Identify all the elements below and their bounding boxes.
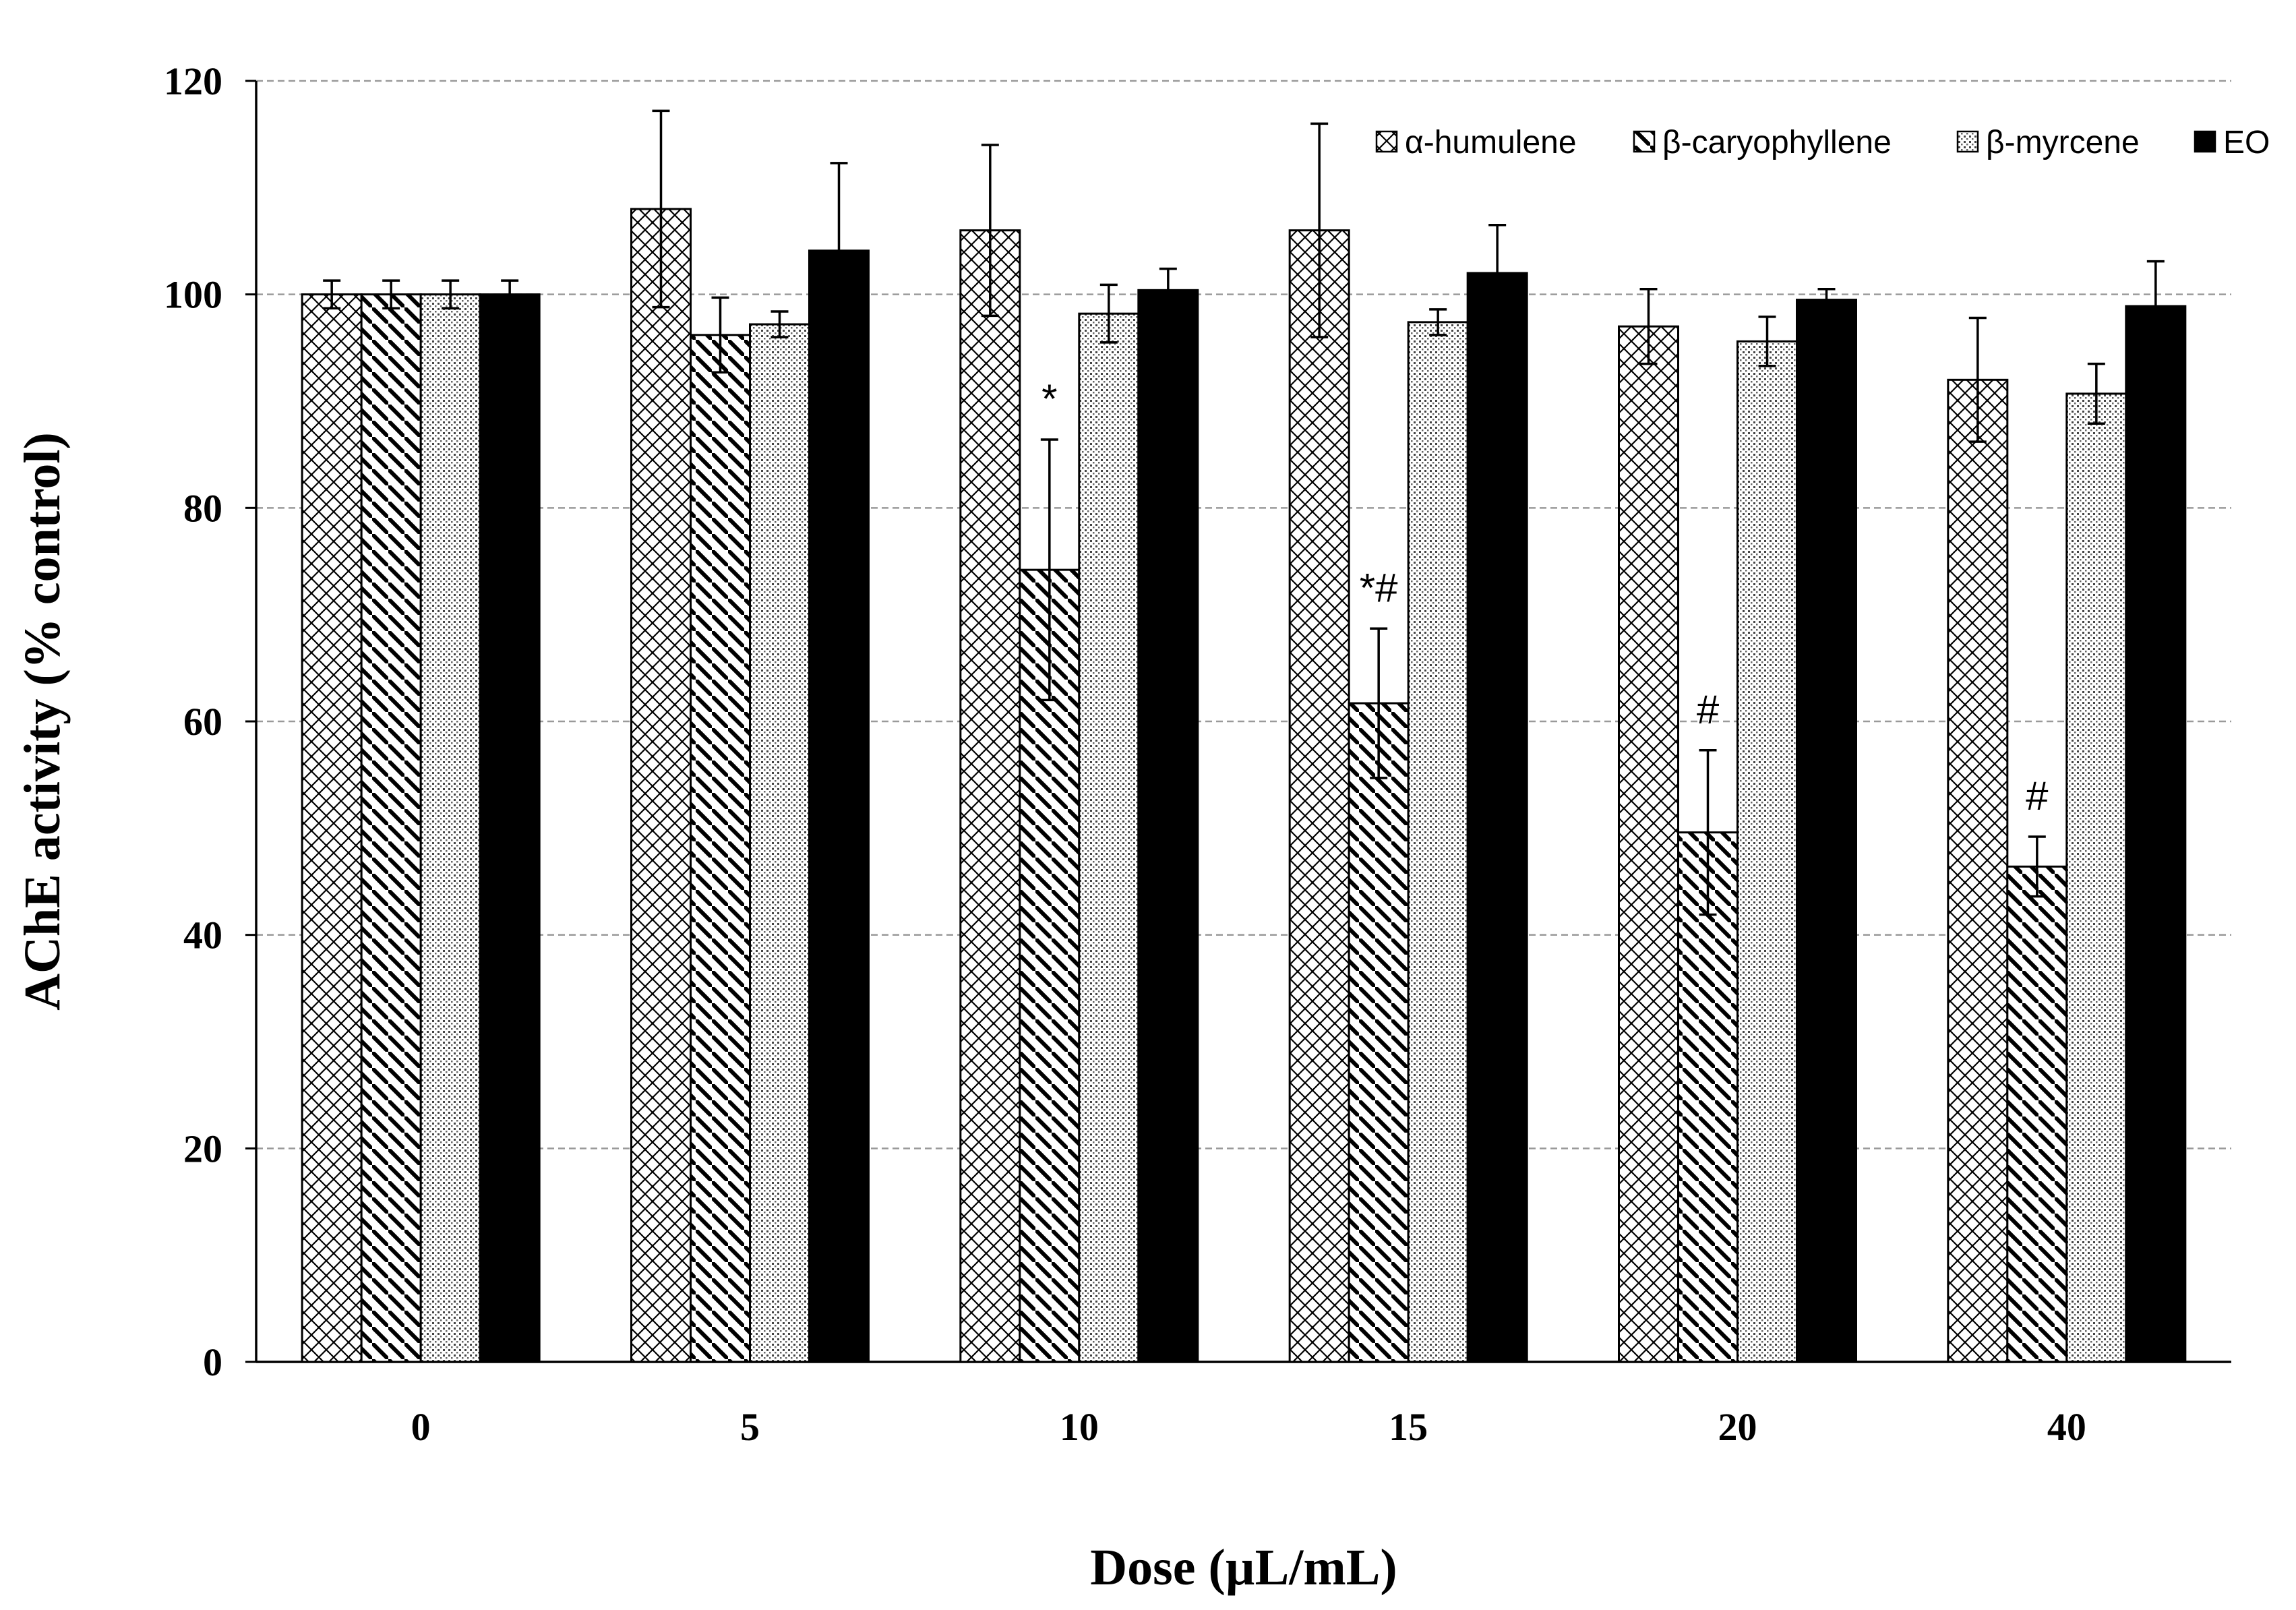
y-tick-label: 80: [183, 486, 222, 530]
bar: [1019, 568, 1081, 1363]
legend-swatch: [1956, 130, 1979, 153]
y-tick-label: 40: [183, 914, 222, 957]
bar: [1796, 299, 1857, 1363]
legend-swatch: [2194, 130, 2216, 153]
legend-item: β-myrcene: [1956, 125, 2140, 160]
x-tick-label: 15: [1389, 1405, 1428, 1449]
bar: [1618, 325, 1679, 1363]
legend-swatch: [1633, 130, 1656, 153]
legend-item: α-humulene: [1375, 125, 1577, 160]
x-axis-title: Dose (µL/mL): [1090, 1539, 1397, 1596]
x-tick-label: 40: [2047, 1405, 2086, 1449]
bar: [1407, 321, 1469, 1363]
bar: [1947, 378, 2009, 1363]
bar: [630, 208, 692, 1363]
legend-label: β-caryophyllene: [1662, 125, 1892, 160]
significance-marker: #: [2026, 773, 2049, 818]
bar: [1137, 289, 1199, 1363]
x-tick-label: 0: [411, 1405, 431, 1449]
bar: [301, 293, 363, 1363]
bar: [808, 249, 870, 1363]
legend-item: EO: [2194, 125, 2270, 160]
bar: [2006, 865, 2068, 1363]
y-tick-label: 0: [203, 1340, 222, 1384]
legend-label: β-myrcene: [1986, 125, 2140, 160]
x-tick-label: 20: [1718, 1405, 1757, 1449]
y-tick-label: 20: [183, 1127, 222, 1170]
bar: [2125, 305, 2187, 1363]
legend-swatch: [1375, 130, 1398, 153]
x-tick-label: 5: [740, 1405, 760, 1449]
bar: [479, 293, 541, 1363]
bar: [419, 293, 481, 1363]
y-tick-label: 100: [164, 273, 222, 317]
bar: [1078, 312, 1140, 1363]
significance-marker: #: [1697, 687, 1720, 732]
bar: [959, 229, 1021, 1363]
y-tick-label: 60: [183, 700, 222, 744]
bar: [1736, 340, 1798, 1363]
significance-marker: *: [1041, 376, 1057, 421]
y-tick-label: 120: [164, 59, 222, 103]
x-tick-label: 10: [1060, 1405, 1099, 1449]
bar: [1348, 702, 1410, 1363]
legend-label: EO: [2223, 125, 2270, 160]
bar: [1288, 229, 1350, 1363]
y-axis-title: AChE activity (% control): [14, 432, 71, 1011]
bar: [2065, 392, 2127, 1363]
bar: [1466, 272, 1528, 1363]
legend-label: α-humulene: [1405, 125, 1577, 160]
bar: [360, 293, 422, 1363]
bar: [690, 334, 751, 1363]
significance-marker: *#: [1360, 565, 1398, 610]
bar: [749, 323, 810, 1363]
legend-item: β-caryophyllene: [1633, 125, 1892, 160]
